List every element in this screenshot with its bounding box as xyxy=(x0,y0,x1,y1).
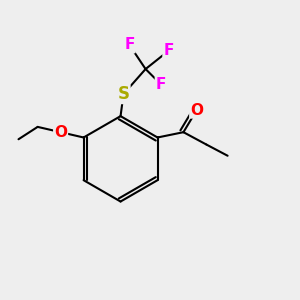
Text: O: O xyxy=(54,125,67,140)
Text: O: O xyxy=(190,103,203,118)
Text: S: S xyxy=(118,85,130,103)
Text: F: F xyxy=(164,43,174,58)
Text: F: F xyxy=(124,38,135,52)
Text: F: F xyxy=(156,77,166,92)
